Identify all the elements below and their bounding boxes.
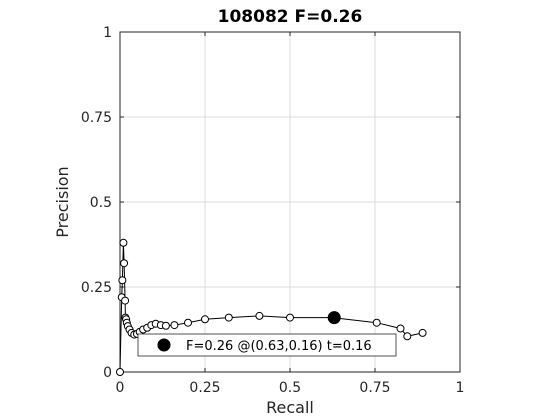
pr-point <box>255 311 264 320</box>
y-tick-label: 0.25 <box>81 280 112 296</box>
x-tick-label: 0 <box>116 380 125 396</box>
y-axis-label: Precision <box>53 166 72 237</box>
pr-point <box>118 276 127 285</box>
legend: F=0.26 @(0.63,0.16) t=0.16 <box>137 333 397 357</box>
legend-text: F=0.26 @(0.63,0.16) t=0.16 <box>186 339 372 354</box>
pr-point <box>170 321 179 330</box>
pr-point <box>119 238 128 247</box>
pr-point <box>116 368 124 376</box>
y-tick-label: 0.75 <box>81 110 112 126</box>
y-tick-label: 0.5 <box>90 195 112 211</box>
pr-point <box>224 313 233 322</box>
x-tick-label: 0.75 <box>359 380 390 396</box>
x-tick-label: 1 <box>456 380 465 396</box>
pr-point <box>120 259 129 268</box>
pr-point <box>286 313 294 322</box>
y-tick-label: 0 <box>103 365 112 381</box>
x-tick-label: 0.25 <box>189 380 220 396</box>
pr-point <box>184 318 192 327</box>
pr-point <box>396 324 405 333</box>
pr-point <box>201 315 209 324</box>
pr-point <box>372 318 381 327</box>
y-tick-label: 1 <box>103 25 112 41</box>
series <box>116 238 427 376</box>
legend-marker <box>157 338 171 352</box>
best-f-point <box>327 311 341 325</box>
y-tick-labels: 0 0.25 0.5 0.75 1 <box>81 25 112 381</box>
pr-point <box>403 332 412 341</box>
chart-title: 108082 F=0.26 <box>218 7 363 27</box>
legend-box <box>137 333 397 357</box>
x-axis-label: Recall <box>266 398 314 417</box>
pr-point <box>161 321 170 330</box>
pr-point <box>418 328 427 337</box>
pr-point <box>121 296 130 305</box>
x-tick-labels: 0 0.25 0.5 0.75 1 <box>116 380 465 396</box>
x-tick-label: 0.5 <box>279 380 301 396</box>
